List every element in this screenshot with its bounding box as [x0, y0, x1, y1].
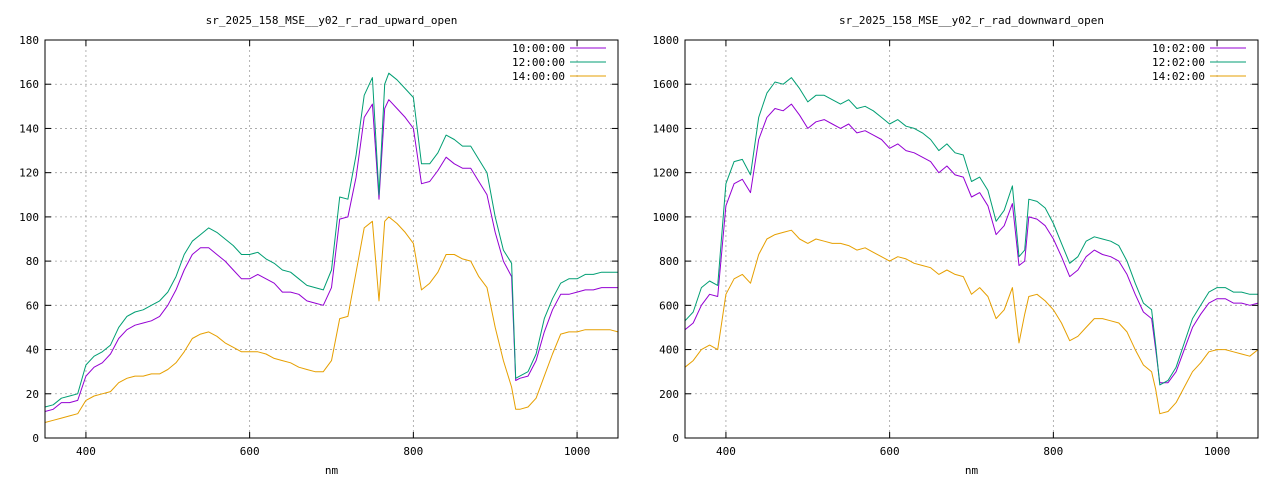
y-tick-label: 0 [32, 432, 39, 445]
series-line-0 [44, 99, 618, 412]
y-tick-label: 1600 [653, 78, 680, 91]
legend-label-0: 10:02:00 [1152, 42, 1205, 55]
legend-label-1: 12:00:00 [512, 56, 565, 69]
x-axis-label: nm [325, 464, 339, 477]
y-tick-label: 1400 [653, 122, 680, 135]
x-tick-label: 800 [403, 445, 423, 458]
series-line-1 [684, 77, 1258, 386]
chart-title: sr_2025_158_MSE__y02_r_rad_downward_open [839, 14, 1104, 27]
y-tick-label: 1000 [653, 211, 680, 224]
y-tick-label: 200 [659, 388, 679, 401]
y-tick-label: 600 [659, 299, 679, 312]
series-line-1 [44, 72, 618, 408]
y-tick-label: 180 [19, 34, 39, 47]
y-tick-label: 80 [26, 255, 39, 268]
y-tick-label: 1800 [653, 34, 680, 47]
y-tick-label: 60 [26, 299, 39, 312]
y-tick-label: 400 [659, 344, 679, 357]
y-tick-label: 140 [19, 122, 39, 135]
series-line-0 [684, 103, 1259, 384]
upward-chart-panel: sr_2025_158_MSE__y02_r_rad_upward_open 0 2… [19, 14, 619, 477]
x-tick-label: 1000 [564, 445, 591, 458]
x-tick-label: 400 [76, 445, 96, 458]
x-tick-label: 400 [716, 445, 736, 458]
x-tick-label: 1000 [1204, 445, 1231, 458]
legend-label-0: 10:00:00 [512, 42, 565, 55]
chart-title: sr_2025_158_MSE__y02_r_rad_upward_open [206, 14, 458, 27]
upward-chart: sr_2025_158_MSE__y02_r_rad_upward_open 0 2… [19, 14, 619, 477]
legend-label-2: 14:02:00 [1152, 70, 1205, 83]
x-axis-label: nm [965, 464, 979, 477]
y-tick-label: 120 [19, 167, 39, 180]
y-tick-label: 40 [26, 344, 39, 357]
downward-chart-panel: sr_2025_158_MSE__y02_r_rad_downward_open… [640, 0, 1280, 480]
y-tick-label: 100 [19, 211, 39, 224]
plot-frame [684, 39, 1259, 439]
x-tick-label: 600 [880, 445, 900, 458]
y-tick-label: 1200 [653, 167, 680, 180]
series-line-2 [684, 229, 1259, 415]
x-tick-label: 600 [240, 445, 260, 458]
y-tick-label: 160 [19, 78, 39, 91]
legend-label-1: 12:02:00 [1152, 56, 1205, 69]
downward-chart: sr_2025_158_MSE__y02_r_rad_downward_open… [653, 14, 1259, 477]
x-tick-label: 800 [1043, 445, 1063, 458]
y-tick-label: 800 [659, 255, 679, 268]
legend-label-2: 14:00:00 [512, 70, 565, 83]
plot-frame [44, 39, 619, 439]
y-tick-label: 20 [26, 388, 39, 401]
y-tick-label: 0 [672, 432, 679, 445]
series-line-2 [44, 216, 619, 423]
